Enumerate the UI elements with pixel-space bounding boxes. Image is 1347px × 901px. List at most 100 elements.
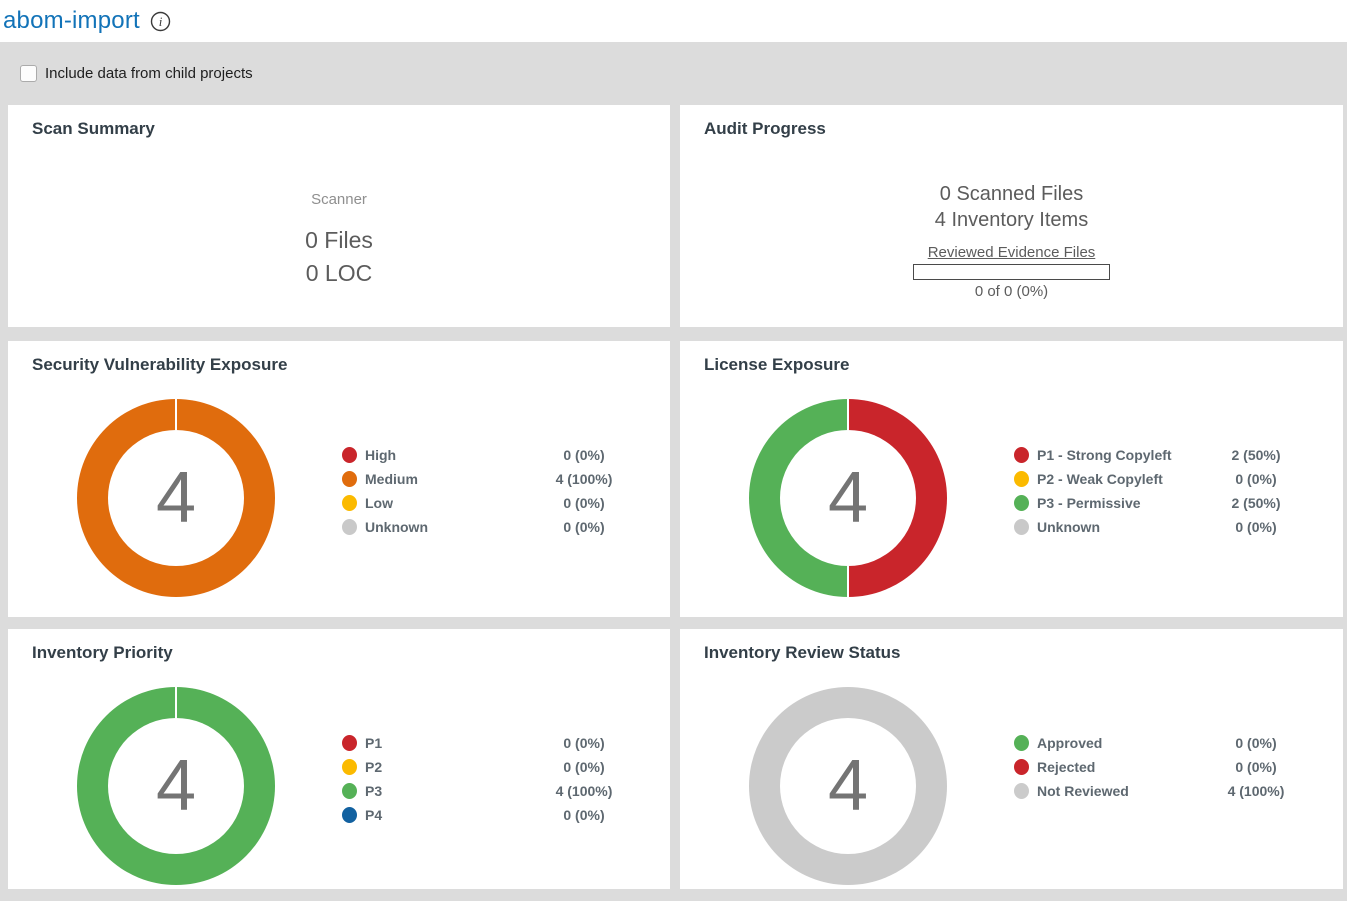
legend-value: 0 (0%) [563,735,605,751]
scan-summary-stats: Scanner 0 Files 0 LOC [8,191,670,290]
legend-label: Rejected [1037,759,1096,775]
legend-label: P3 [365,783,383,799]
reviewed-evidence-progress-bar [913,264,1110,280]
legend-value: 0 (0%) [563,807,605,823]
legend-item-p3[interactable]: P3 4 (100%) [342,779,630,803]
legend-value: 0 (0%) [1235,471,1277,487]
legend-color-dot [342,807,357,823]
legend-label: Not Reviewed [1037,783,1129,799]
legend-color-dot [1014,471,1029,487]
inventory-review-status-donut-chart[interactable]: 4 [749,687,947,885]
legend-value: 0 (0%) [563,519,605,535]
audit-progress-stats: 0 Scanned Files 4 Inventory Items Review… [680,181,1343,300]
include-child-projects-checkbox[interactable] [20,65,37,82]
legend-label: High [365,447,397,463]
legend-item-medium[interactable]: Medium 4 (100%) [342,467,630,491]
legend-value: 0 (0%) [563,447,605,463]
page-header: abom-import i [0,0,1347,42]
donut-slice-seam [175,399,177,430]
legend-item-p4[interactable]: P4 0 (0%) [342,803,630,827]
dashboard-content: Include data from child projects Scan Su… [0,42,1347,901]
legend-value: 0 (0%) [1235,735,1277,751]
legend-value: 4 (100%) [1227,783,1285,799]
donut-hole [780,718,916,854]
donut-total-count: 4 [155,746,197,826]
inventory-priority-donut-chart[interactable]: 4 [77,687,275,885]
donut-slice-seam [175,687,177,718]
license-exposure-legend: P1 - Strong Copyleft 2 (50%) P2 - Weak C… [1014,443,1302,539]
legend-label: P1 [365,735,383,751]
legend-value: 2 (50%) [1231,447,1281,463]
legend-item-not-reviewed[interactable]: Not Reviewed 4 (100%) [1014,779,1302,803]
legend-value: 0 (0%) [563,759,605,775]
legend-value: 2 (50%) [1231,495,1281,511]
donut-total-count: 4 [827,746,869,826]
inventory-review-status-panel: Inventory Review Status 4 Approved 0 (0%… [680,629,1343,889]
legend-color-dot [342,735,357,751]
legend-color-dot [342,495,357,511]
legend-value: 0 (0%) [563,495,605,511]
legend-item-p2[interactable]: P2 0 (0%) [342,755,630,779]
security-vulnerability-title: Security Vulnerability Exposure [32,355,288,374]
legend-label: Low [365,495,393,511]
legend-item-p2-weak-copyleft[interactable]: P2 - Weak Copyleft 0 (0%) [1014,467,1302,491]
legend-color-dot [1014,519,1029,535]
legend-label: P1 - Strong Copyleft [1037,447,1172,463]
inventory-priority-panel: Inventory Priority 4 P1 0 (0%) P2 0 (0%) [8,629,670,889]
legend-color-dot [342,447,357,463]
legend-item-unknown[interactable]: Unknown 0 (0%) [1014,515,1302,539]
svg-text:i: i [159,14,163,29]
page-title: abom-import [3,7,140,34]
legend-color-dot [1014,447,1029,463]
legend-color-dot [1014,759,1029,775]
audit-scanned-files: 0 Scanned Files [939,183,1084,205]
legend-color-dot [342,783,357,799]
info-icon[interactable]: i [150,11,171,32]
legend-color-dot [342,471,357,487]
license-exposure-title: License Exposure [704,355,850,374]
legend-value: 4 (100%) [555,783,613,799]
legend-color-dot [1014,735,1029,751]
donut-total-count: 4 [155,458,197,538]
donut-hole [108,718,244,854]
legend-item-high[interactable]: High 0 (0%) [342,443,630,467]
legend-value: 4 (100%) [555,471,613,487]
legend-item-rejected[interactable]: Rejected 0 (0%) [1014,755,1302,779]
audit-progress-title: Audit Progress [704,119,826,138]
legend-value: 0 (0%) [1235,759,1277,775]
legend-item-unknown[interactable]: Unknown 0 (0%) [342,515,630,539]
inventory-priority-legend: P1 0 (0%) P2 0 (0%) P3 4 (100%) P4 0 (0%… [342,731,630,827]
legend-item-p1[interactable]: P1 0 (0%) [342,731,630,755]
reviewed-evidence-label: Reviewed Evidence Files [927,244,1096,261]
security-vulnerability-panel: Security Vulnerability Exposure 4 High 0… [8,341,670,617]
security-vulnerability-donut-chart[interactable]: 4 [77,399,275,597]
include-child-projects-row: Include data from child projects [0,42,1347,105]
legend-value: 0 (0%) [1235,519,1277,535]
donut-hole [780,430,916,566]
scanned-files-count: 0 Files [305,227,373,253]
license-exposure-donut-chart[interactable]: 4 [749,399,947,597]
audit-inventory-items: 4 Inventory Items [934,209,1089,231]
donut-slice-seam [847,399,849,430]
security-vulnerability-legend: High 0 (0%) Medium 4 (100%) Low 0 (0%) U… [342,443,630,539]
inventory-priority-title: Inventory Priority [32,643,173,662]
legend-label: P2 [365,759,383,775]
legend-label: P2 - Weak Copyleft [1037,471,1163,487]
legend-label: Medium [365,471,418,487]
legend-item-approved[interactable]: Approved 0 (0%) [1014,731,1302,755]
donut-hole [108,430,244,566]
legend-label: Unknown [1037,519,1100,535]
legend-color-dot [342,519,357,535]
legend-color-dot [1014,783,1029,799]
scan-summary-panel: Scan Summary Scanner 0 Files 0 LOC [8,105,670,327]
legend-item-p1-strong-copyleft[interactable]: P1 - Strong Copyleft 2 (50%) [1014,443,1302,467]
legend-color-dot [342,759,357,775]
legend-label: P3 - Permissive [1037,495,1141,511]
legend-item-low[interactable]: Low 0 (0%) [342,491,630,515]
scanned-loc-count: 0 LOC [305,260,373,286]
legend-item-p3-permissive[interactable]: P3 - Permissive 2 (50%) [1014,491,1302,515]
scan-summary-title: Scan Summary [32,119,155,138]
donut-total-count: 4 [827,458,869,538]
legend-label: Approved [1037,735,1103,751]
inventory-review-status-title: Inventory Review Status [704,643,901,662]
